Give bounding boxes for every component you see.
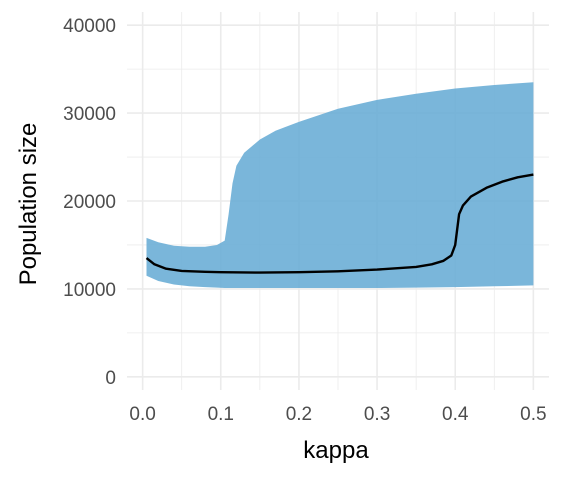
x-tick-label: 0.1 bbox=[208, 404, 234, 425]
x-tick-label: 0.3 bbox=[364, 404, 390, 425]
y-tick-label: 30000 bbox=[63, 104, 116, 125]
y-tick-label: 0 bbox=[105, 368, 116, 389]
x-axis-title: kappa bbox=[303, 437, 369, 464]
y-tick-label: 10000 bbox=[63, 280, 116, 301]
y-axis-title: Population size bbox=[15, 123, 42, 286]
x-axis-tick-labels: 0.0 0.1 0.2 0.3 0.4 0.5 bbox=[129, 404, 546, 425]
mean-line bbox=[145, 173, 534, 274]
y-axis-tick-labels: 0 10000 20000 30000 40000 bbox=[63, 16, 116, 389]
x-tick-label: 0.0 bbox=[129, 404, 155, 425]
confidence-ribbon bbox=[146, 82, 534, 288]
x-tick-label: 0.4 bbox=[442, 404, 469, 425]
y-tick-label: 20000 bbox=[63, 192, 116, 213]
x-tick-label: 0.5 bbox=[520, 404, 546, 425]
y-tick-label: 40000 bbox=[63, 16, 116, 37]
plot-marks bbox=[145, 82, 534, 288]
x-tick-label: 0.2 bbox=[286, 404, 312, 425]
